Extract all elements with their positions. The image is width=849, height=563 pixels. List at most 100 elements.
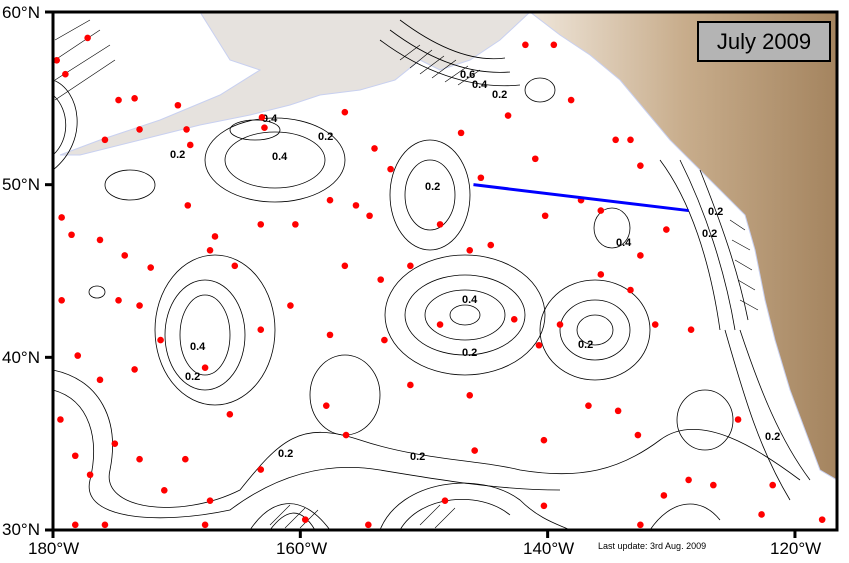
map-frame <box>51 10 839 532</box>
float-marker <box>206 246 214 254</box>
float-marker <box>651 321 659 328</box>
float-marker <box>257 221 265 228</box>
float-marker <box>471 447 478 454</box>
float-marker <box>477 174 485 182</box>
float-marker <box>522 41 529 49</box>
float-marker <box>136 126 143 133</box>
contour-label: 0.2 <box>462 347 477 359</box>
float-marker <box>160 486 168 494</box>
float-marker <box>326 196 334 204</box>
lon-label-140w: 140°W <box>523 539 575 558</box>
last-update-text: Last update: 3rd Aug. 2009 <box>598 541 707 551</box>
float-marker <box>301 516 309 523</box>
float-marker <box>86 471 94 479</box>
float-marker <box>466 392 474 399</box>
land-north-america <box>529 12 837 481</box>
float-marker <box>585 402 592 409</box>
float-marker <box>612 136 619 144</box>
contour-label: 0.2 <box>765 431 780 443</box>
land-alaska <box>59 12 531 156</box>
float-marker <box>341 108 349 116</box>
float-marker <box>71 521 79 529</box>
float-marker <box>174 101 182 109</box>
float-marker <box>597 207 605 214</box>
contour-label: 0.4 <box>190 341 206 353</box>
float-marker <box>201 521 209 529</box>
contour-label: 0.2 <box>278 448 293 460</box>
float-marker <box>634 431 642 439</box>
lat-label-40: 40°N <box>2 348 40 367</box>
float-marker <box>637 162 644 169</box>
map-title: July 2009 <box>697 21 831 62</box>
contour-label: 0.2 <box>492 89 507 101</box>
lat-label-60: 60°N <box>2 3 40 22</box>
float-marker <box>115 297 122 304</box>
float-marker <box>111 440 119 447</box>
float-marker <box>371 145 378 152</box>
float-marker <box>84 34 91 42</box>
float-marker <box>387 165 394 173</box>
float-marker <box>231 262 239 270</box>
float-marker <box>710 481 717 489</box>
float-marker <box>381 336 388 344</box>
lon-label-160w: 160°W <box>276 539 328 558</box>
float-marker <box>457 129 465 137</box>
float-marker <box>531 155 539 163</box>
float-marker <box>614 407 622 415</box>
float-marker <box>121 252 129 259</box>
float-marker <box>540 502 548 510</box>
float-marker <box>637 521 644 529</box>
float-marker <box>627 286 634 294</box>
float-marker <box>818 516 826 523</box>
dense-contours <box>54 19 759 529</box>
float-marker <box>287 302 294 309</box>
lat-label-50: 50°N <box>2 175 40 194</box>
float-marker <box>407 381 414 389</box>
float-marker <box>257 326 265 334</box>
float-marker <box>504 112 512 119</box>
float-marker <box>441 497 449 504</box>
float-marker <box>436 321 444 328</box>
float-marker <box>183 126 190 133</box>
contour-label: 0.2 <box>410 451 425 463</box>
contour-label: 0.2 <box>708 206 723 218</box>
float-marker <box>377 276 384 283</box>
contour-label: 0.2 <box>185 371 200 383</box>
float-marker <box>261 124 268 131</box>
contour-label: 0.2 <box>318 131 333 143</box>
section-line <box>473 183 689 213</box>
float-marker <box>258 114 266 121</box>
float-marker <box>53 57 61 64</box>
float-marker <box>663 226 670 233</box>
float-marker <box>136 302 143 309</box>
float-marker <box>540 436 548 444</box>
float-marker <box>157 336 164 344</box>
float-marker <box>685 476 692 484</box>
float-marker <box>436 221 444 228</box>
float-marker <box>201 364 209 371</box>
float-marker <box>597 271 605 278</box>
float-marker <box>101 521 109 529</box>
float-marker <box>115 96 122 104</box>
float-marker <box>541 212 549 220</box>
float-marker <box>366 212 373 220</box>
float-marker <box>660 492 668 499</box>
float-marker <box>734 416 742 423</box>
float-marker <box>96 236 104 244</box>
float-marker <box>226 411 234 418</box>
float-marker <box>326 331 334 339</box>
float-marker <box>769 481 776 489</box>
float-marker <box>58 297 65 304</box>
float-marker <box>58 214 65 221</box>
float-marker <box>96 376 104 384</box>
float-marker <box>550 41 558 49</box>
float-marker <box>68 231 75 239</box>
float-marker <box>407 262 414 270</box>
contour-label: 0.4 <box>462 294 478 306</box>
float-marker <box>341 262 349 270</box>
lat-label-30: 30°N <box>2 520 40 539</box>
float-marker <box>257 466 265 473</box>
float-marker <box>758 511 765 518</box>
float-marker <box>206 497 214 504</box>
